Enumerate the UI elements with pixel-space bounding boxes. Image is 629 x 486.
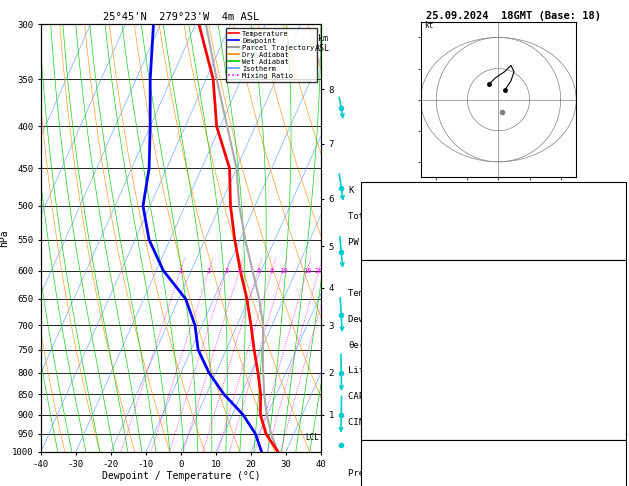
Text: Lifted Index: Lifted Index — [348, 366, 413, 376]
Text: Pressure (mb): Pressure (mb) — [348, 469, 418, 479]
Text: 5.43: 5.43 — [593, 238, 614, 247]
Text: CIN (J): CIN (J) — [348, 418, 386, 427]
Text: © weatheronline.co.uk: © weatheronline.co.uk — [441, 471, 546, 480]
Text: 1009: 1009 — [593, 469, 614, 479]
Text: kt: kt — [424, 21, 433, 30]
Text: 10: 10 — [279, 267, 287, 274]
Text: km
ASL: km ASL — [315, 34, 330, 53]
Text: 3: 3 — [225, 267, 228, 274]
Text: 25.09.2024  18GMT (Base: 18): 25.09.2024 18GMT (Base: 18) — [426, 11, 601, 21]
Text: 8: 8 — [270, 267, 274, 274]
Text: 27.8: 27.8 — [593, 289, 614, 298]
Text: -3: -3 — [603, 366, 614, 376]
Text: Most Unstable: Most Unstable — [459, 444, 528, 453]
Text: 23.1: 23.1 — [593, 315, 614, 324]
Y-axis label: hPa: hPa — [0, 229, 9, 247]
Text: 2: 2 — [207, 267, 211, 274]
Title: 25°45'N  279°23'W  4m ASL: 25°45'N 279°23'W 4m ASL — [103, 12, 259, 22]
Text: 34: 34 — [603, 186, 614, 195]
Text: Temp (°C): Temp (°C) — [348, 289, 397, 298]
FancyBboxPatch shape — [360, 260, 626, 440]
Text: 0: 0 — [608, 418, 614, 427]
Text: 352: 352 — [598, 341, 614, 350]
X-axis label: Dewpoint / Temperature (°C): Dewpoint / Temperature (°C) — [101, 471, 260, 482]
Legend: Temperature, Dewpoint, Parcel Trajectory, Dry Adiabat, Wet Adiabat, Isotherm, Mi: Temperature, Dewpoint, Parcel Trajectory… — [226, 28, 317, 82]
Text: Surface: Surface — [474, 263, 512, 273]
Text: 42: 42 — [603, 212, 614, 221]
Text: θe(K): θe(K) — [348, 341, 376, 350]
Text: 16: 16 — [303, 267, 311, 274]
Text: Dewp (°C): Dewp (°C) — [348, 315, 397, 324]
Text: 4: 4 — [237, 267, 242, 274]
Text: 6: 6 — [256, 267, 260, 274]
Text: K: K — [348, 186, 353, 195]
Text: PW (cm): PW (cm) — [348, 238, 386, 247]
Text: 20: 20 — [314, 267, 323, 274]
Text: Totals Totals: Totals Totals — [348, 212, 418, 221]
FancyBboxPatch shape — [360, 440, 626, 486]
Text: CAPE (J): CAPE (J) — [348, 392, 391, 401]
Text: LCL: LCL — [305, 433, 319, 442]
Text: 749: 749 — [598, 392, 614, 401]
FancyBboxPatch shape — [360, 182, 626, 260]
Text: 1: 1 — [179, 267, 183, 274]
